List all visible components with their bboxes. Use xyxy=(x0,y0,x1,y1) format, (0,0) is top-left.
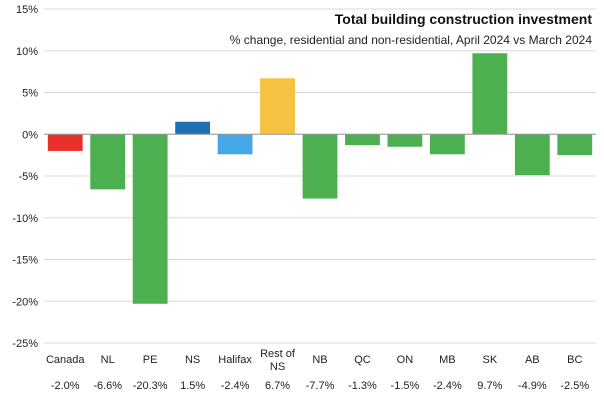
bar xyxy=(260,78,295,135)
value-label: -6.6% xyxy=(93,380,122,392)
category-label: PE xyxy=(143,354,158,366)
value-label: -2.5% xyxy=(560,380,589,392)
y-tick-label: -15% xyxy=(12,255,38,267)
bar xyxy=(302,134,338,199)
y-tick-label: -25% xyxy=(12,338,38,350)
category-label: AB xyxy=(525,354,540,366)
category-label: NL xyxy=(101,354,115,366)
bar xyxy=(345,134,380,146)
category-label: BC xyxy=(567,354,582,366)
bar xyxy=(514,134,550,176)
bar xyxy=(47,134,83,151)
value-label: -2.0% xyxy=(51,380,80,392)
category-label: Halifax xyxy=(218,354,252,366)
value-label: 9.7% xyxy=(477,380,502,392)
value-label: 1.5% xyxy=(180,380,205,392)
y-tick-label: -5% xyxy=(18,171,38,183)
y-tick-label: 0% xyxy=(22,129,38,141)
bars xyxy=(47,53,593,304)
value-label: -20.3% xyxy=(133,380,168,392)
bar xyxy=(90,134,126,190)
value-labels: -2.0% -6.6% -20.3% 1.5% -2.4% 6.7% -7.7% -1.3% -… xyxy=(51,380,589,392)
category-label: NB xyxy=(312,354,327,366)
y-tick-label: 10% xyxy=(16,46,38,58)
category-label: NS xyxy=(270,361,285,373)
value-label: 6.7% xyxy=(265,380,290,392)
bar xyxy=(132,134,168,304)
chart-title: Total building construction investment xyxy=(335,11,593,27)
y-axis: 15% 10% 5% 0% -5% -10% -15% -20% -25% xyxy=(12,4,38,350)
bar xyxy=(429,134,465,155)
category-label: SK xyxy=(483,354,498,366)
category-label: Canada xyxy=(46,354,85,366)
category-label: MB xyxy=(439,354,456,366)
chart-subtitle: % change, residential and non-residentia… xyxy=(230,33,593,47)
bar xyxy=(472,53,508,135)
value-label: -4.9% xyxy=(518,380,547,392)
category-label: ON xyxy=(397,354,414,366)
y-tick-label: -10% xyxy=(12,213,38,225)
value-label: -2.4% xyxy=(221,380,250,392)
y-tick-label: 5% xyxy=(22,88,38,100)
value-label: -7.7% xyxy=(306,380,335,392)
value-label: -2.4% xyxy=(433,380,462,392)
value-label: -1.3% xyxy=(348,380,377,392)
category-label: NS xyxy=(185,354,200,366)
y-tick-label: -20% xyxy=(12,296,38,308)
bar xyxy=(387,134,423,147)
bar xyxy=(557,134,593,156)
category-label: Rest of xyxy=(260,348,296,360)
category-label: QC xyxy=(354,354,371,366)
value-label: -1.5% xyxy=(391,380,420,392)
bar xyxy=(175,121,211,135)
y-tick-label: 15% xyxy=(16,4,38,16)
bar xyxy=(217,134,253,155)
